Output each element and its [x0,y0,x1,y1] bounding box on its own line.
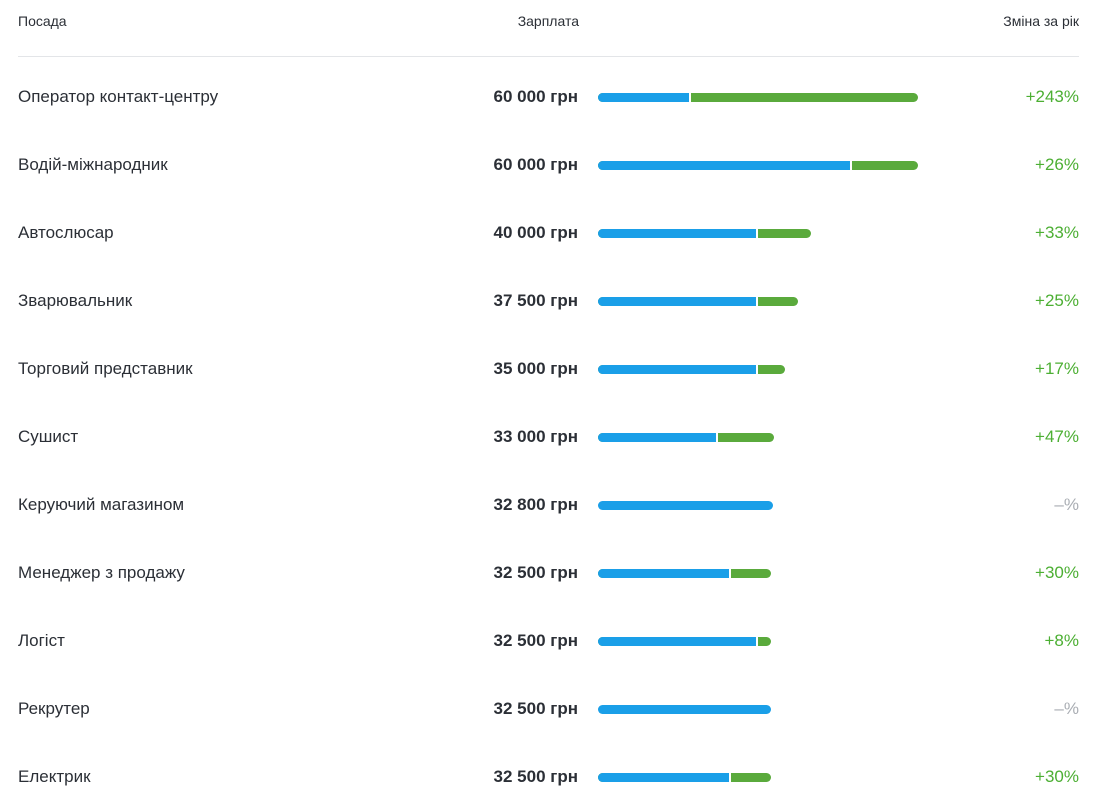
previous-salary-segment [598,297,758,306]
change-label: +8% [1044,631,1080,650]
salary-label: 32 500 грн [493,767,578,786]
position-title: Сушист [18,427,79,446]
salary-bar [598,569,772,578]
salary-label: 35 000 грн [493,359,578,378]
salary-bar [598,297,798,306]
previous-salary-segment [598,773,732,782]
change-label: +30% [1035,767,1079,786]
previous-salary-segment [598,637,759,646]
change-label: +243% [1025,87,1079,106]
header-rule [18,56,1079,57]
salary-bar [598,229,812,238]
change-label: –% [1054,699,1079,718]
previous-salary-segment [598,93,692,102]
salary-bar [598,501,773,510]
position-title: Логіст [18,631,65,650]
salary-bar [598,705,772,714]
change-label: –% [1054,495,1079,514]
previous-salary-segment [598,229,759,238]
change-label: +47% [1035,427,1079,446]
salary-label: 60 000 грн [493,87,578,106]
header-change: Зміна за рік [1003,13,1079,29]
salary-label: 32 500 грн [493,699,578,718]
previous-salary-segment [598,433,718,442]
position-title: Зварювальник [18,291,133,310]
salary-label: 32 500 грн [493,563,578,582]
salary-bar [598,161,918,170]
previous-salary-segment [598,365,758,374]
position-title: Оператор контакт-центру [18,87,219,106]
position-title: Керуючий магазином [18,495,185,514]
salary-bar [598,365,785,374]
salary-label: 40 000 грн [493,223,578,242]
change-label: +25% [1035,291,1079,310]
header-salary: Зарплата [517,13,579,29]
position-title: Рекрутер [18,699,90,718]
previous-salary-segment [598,569,732,578]
position-title: Водій-міжнародник [18,155,168,174]
salary-label: 60 000 грн [493,155,578,174]
salary-bar [598,637,772,646]
salary-label: 32 500 грн [493,631,578,650]
salary-bar [598,773,772,782]
salary-label: 32 800 грн [493,495,578,514]
change-label: +17% [1035,359,1079,378]
position-title: Автослюсар [18,223,114,242]
salary-bar [598,93,918,102]
change-label: +33% [1035,223,1079,242]
header-position: Посада [18,13,67,29]
previous-salary-segment [598,161,852,170]
position-title: Менеджер з продажу [18,563,185,582]
change-label: +26% [1035,155,1079,174]
position-title: Торговий представник [18,359,193,378]
salary-label: 33 000 грн [493,427,578,446]
position-title: Електрик [18,767,91,786]
salary-label: 37 500 грн [493,291,578,310]
salary-bar [598,433,774,442]
change-label: +30% [1035,563,1079,582]
